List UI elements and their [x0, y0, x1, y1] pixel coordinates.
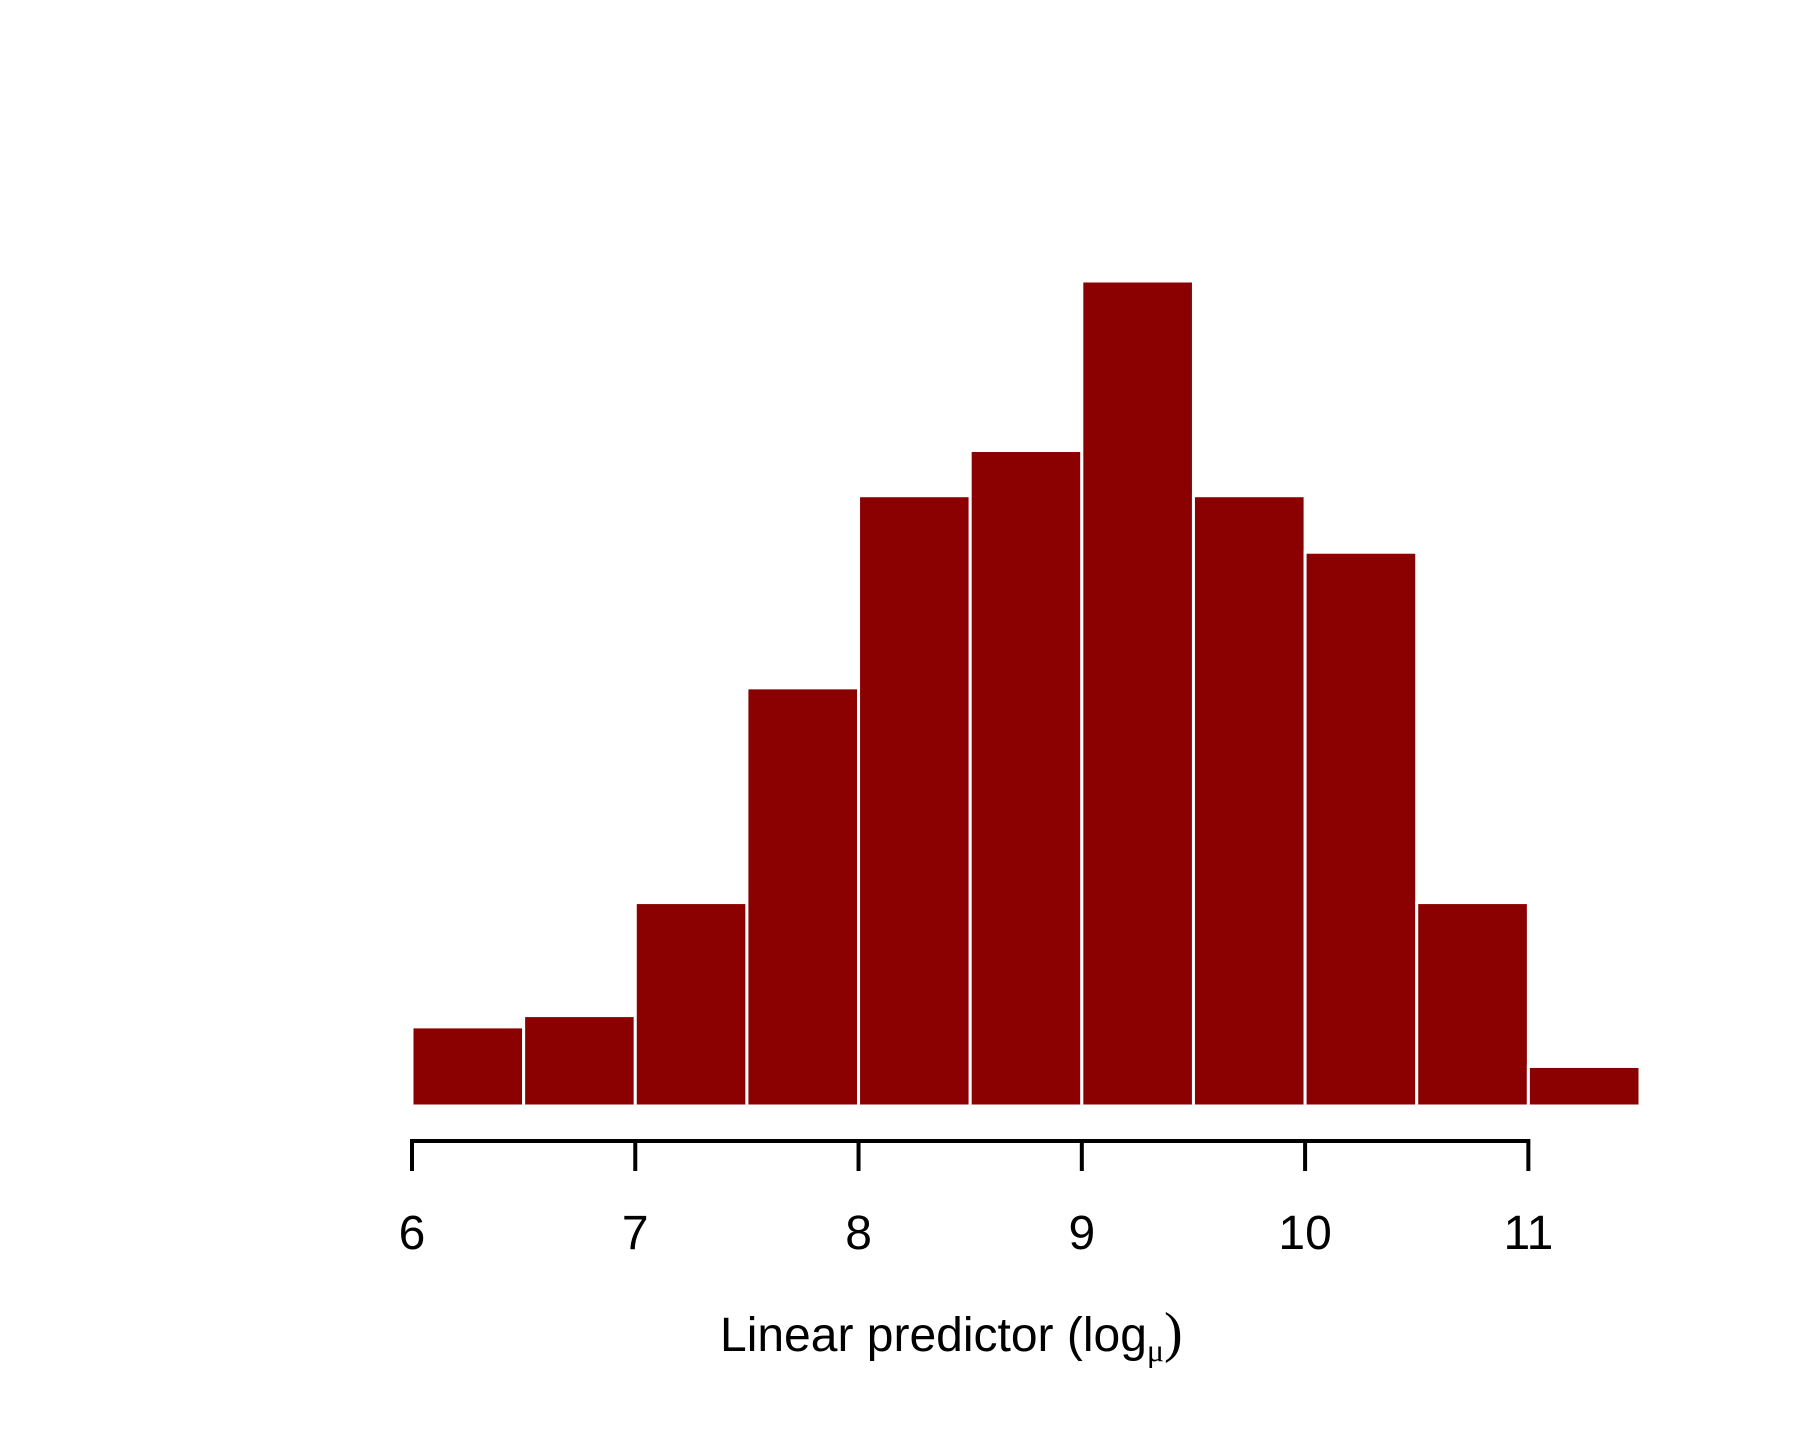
histogram-bar [410, 1025, 526, 1108]
x-tick-label: 10 [1278, 1207, 1331, 1260]
x-axis-ticks: 6 7 8 9 10 11 [399, 1139, 1553, 1260]
histogram-bar [1080, 279, 1195, 1108]
x-axis-title-close: ) [1164, 1302, 1183, 1364]
x-tick-label: 9 [1068, 1207, 1095, 1260]
histogram-bar [1415, 901, 1530, 1108]
histogram-bar [1526, 1064, 1642, 1108]
histogram-bar [633, 901, 749, 1108]
histogram-bar [857, 494, 972, 1108]
histogram-bars [410, 279, 1642, 1108]
histogram-bar [1191, 494, 1307, 1108]
x-tick-label: 11 [1503, 1207, 1553, 1260]
x-axis-title: Linear predictor (logμ) [720, 1302, 1183, 1368]
x-tick-label: 8 [845, 1207, 872, 1260]
histogram-bar [1303, 550, 1419, 1108]
histogram-bar [522, 1014, 637, 1108]
x-axis-title-subscript: μ [1147, 1332, 1164, 1368]
x-tick-label: 6 [399, 1207, 426, 1260]
x-axis: 6 7 8 9 10 11 [399, 1139, 1553, 1260]
x-tick-label: 7 [622, 1207, 649, 1260]
histogram-bar [745, 686, 861, 1108]
x-axis-title-text: Linear predictor (log [720, 1309, 1147, 1362]
histogram-bar [968, 449, 1084, 1108]
